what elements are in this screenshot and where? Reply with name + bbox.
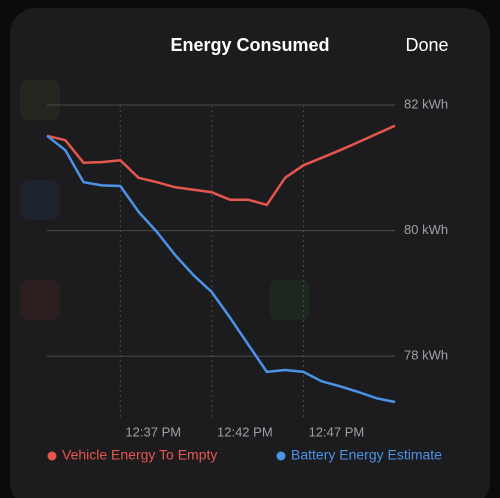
done-button[interactable]: Done	[405, 35, 448, 55]
blurred-icon	[20, 280, 60, 320]
legend-label: Battery Energy Estimate	[291, 447, 442, 463]
legend-label: Vehicle Energy To Empty	[62, 447, 217, 463]
title: Energy Consumed	[170, 35, 329, 55]
legend-swatch	[47, 451, 57, 461]
y-tick-label: 82 kWh	[404, 96, 448, 111]
sheet	[10, 8, 490, 498]
x-tick-label: 12:37 PM	[125, 424, 181, 439]
series-line	[46, 124, 396, 207]
blurred-icon	[20, 180, 60, 220]
legend-swatch	[276, 451, 286, 461]
blurred-icon	[270, 280, 310, 320]
y-tick-label: 78 kWh	[404, 348, 448, 363]
x-tick-label: 12:42 PM	[217, 424, 273, 439]
x-tick-label: 12:47 PM	[309, 424, 365, 439]
y-tick-label: 80 kWh	[404, 222, 448, 237]
blurred-icon	[20, 80, 60, 120]
series-line	[46, 134, 396, 404]
